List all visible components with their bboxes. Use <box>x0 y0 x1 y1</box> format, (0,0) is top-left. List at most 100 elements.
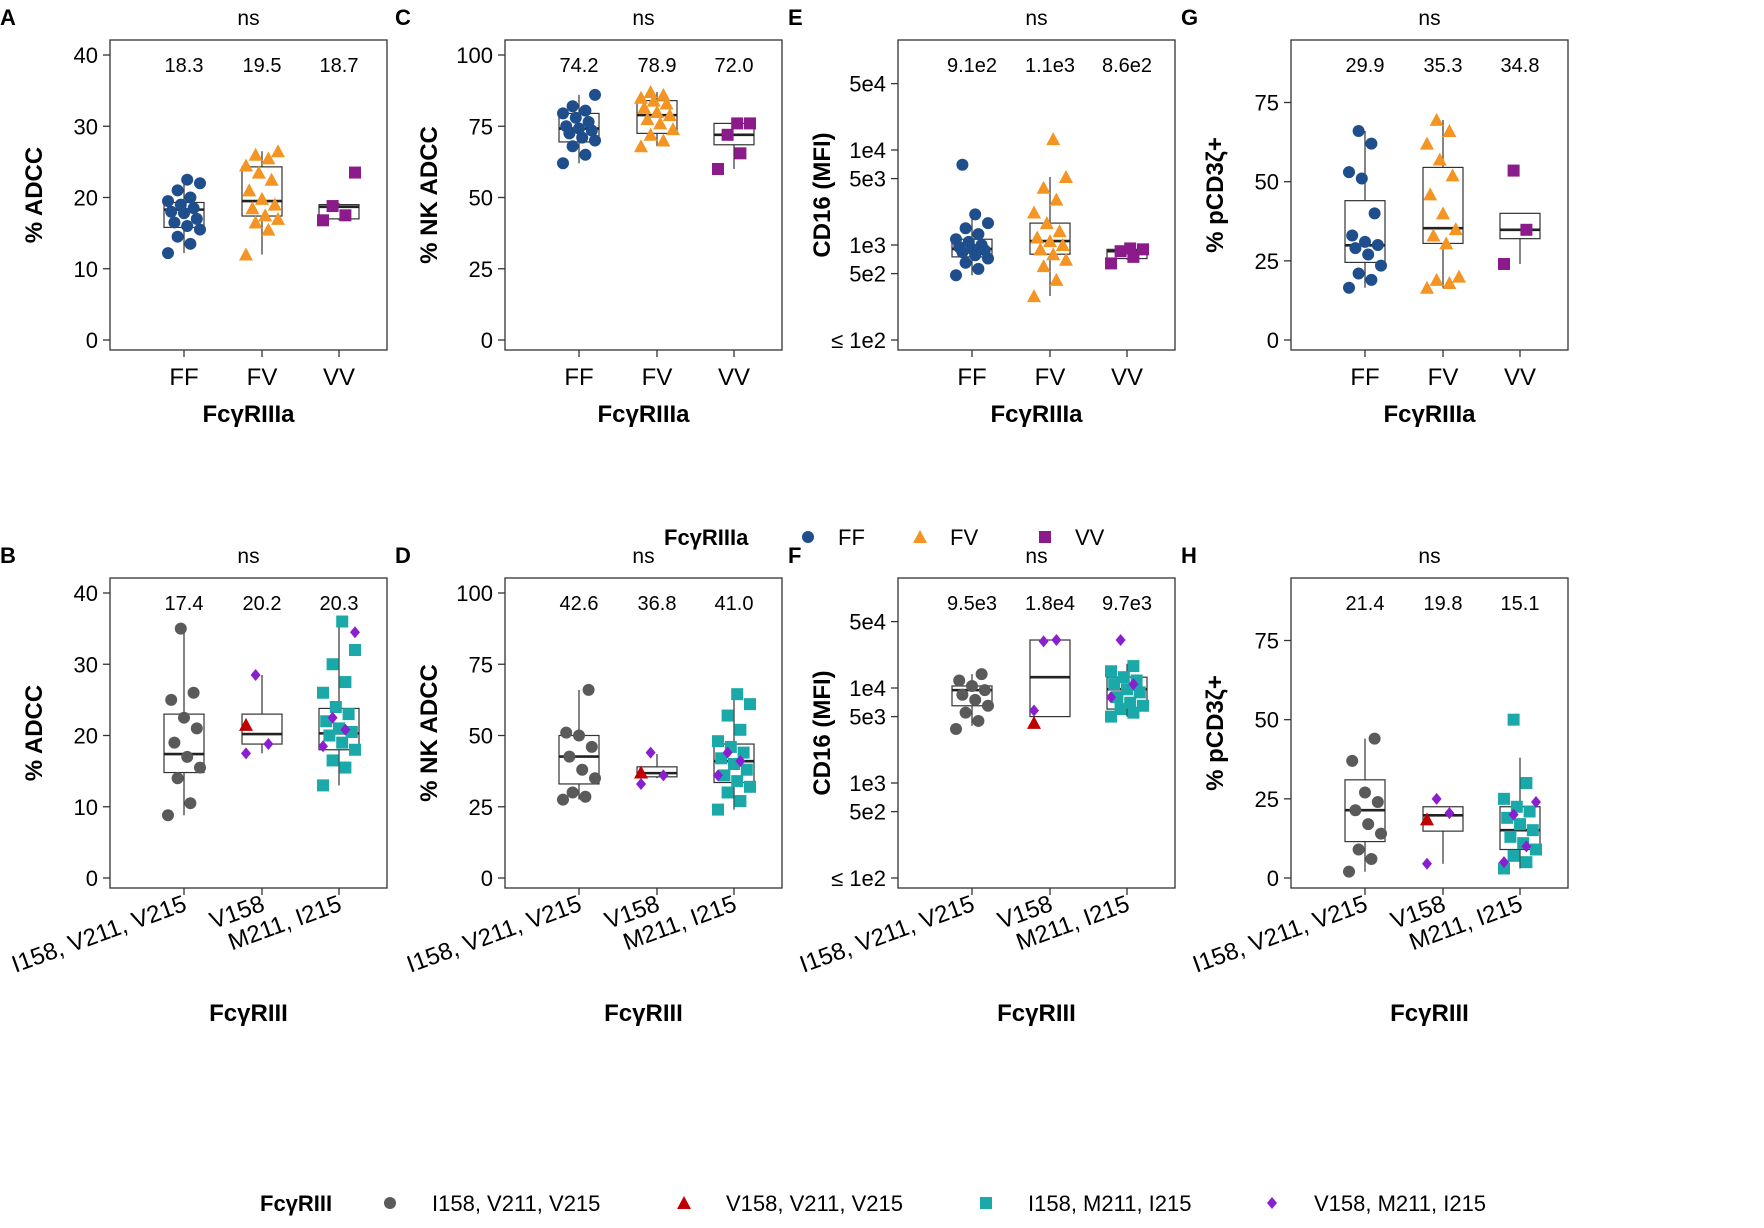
data-point <box>640 112 655 126</box>
data-point <box>1520 223 1533 236</box>
data-point <box>1343 166 1355 179</box>
data-point <box>181 750 194 763</box>
data-point <box>264 172 279 186</box>
data-point <box>734 147 747 160</box>
median-value-label: 78.9 <box>638 55 677 77</box>
data-point <box>1114 245 1127 258</box>
data-point <box>1368 207 1381 220</box>
data-point <box>178 711 190 724</box>
data-point <box>582 115 595 128</box>
x-axis-label: FcγRIII <box>209 1000 288 1027</box>
data-point <box>194 177 206 190</box>
x-axis-label: FcγRIII <box>997 1000 1076 1027</box>
data-point <box>1371 796 1384 808</box>
data-point <box>339 209 352 222</box>
data-point <box>181 173 194 186</box>
data-point <box>734 795 747 808</box>
data-point <box>1431 792 1442 805</box>
data-point <box>317 779 329 792</box>
x-tick-label: VV <box>323 364 355 391</box>
data-point <box>1420 136 1434 150</box>
data-point <box>721 786 734 799</box>
data-point <box>959 256 972 269</box>
data-point <box>339 676 352 689</box>
data-point <box>969 208 982 221</box>
y-tick-label: 0 <box>86 328 98 353</box>
x-tick-label: FV <box>1035 364 1066 391</box>
data-point <box>1051 634 1062 647</box>
data-point <box>1117 671 1130 684</box>
data-point <box>1426 228 1441 242</box>
data-point <box>174 622 187 635</box>
data-point <box>184 191 197 204</box>
data-point <box>1105 665 1117 678</box>
box-1 <box>1029 639 1071 718</box>
x-axis-label: FcγRIII <box>604 1000 683 1027</box>
x-tick-label: FV <box>1428 364 1459 391</box>
data-point <box>1442 276 1457 289</box>
data-point <box>162 195 174 208</box>
data-point <box>258 208 273 222</box>
y-tick-label: 50 <box>469 186 493 211</box>
y-tick-label: 0 <box>481 328 493 353</box>
data-point <box>342 708 355 721</box>
y-tick-label: 5e2 <box>849 262 886 287</box>
y-tick-label: 5e3 <box>849 705 886 730</box>
median-value-label: 8.6e2 <box>1102 55 1152 77</box>
data-point <box>248 147 263 161</box>
data-point <box>666 122 680 136</box>
data-point <box>1352 125 1365 137</box>
data-point <box>1052 224 1067 238</box>
x-tick-label: I158, V211, V215 <box>1189 890 1371 978</box>
median-value-label: 18.3 <box>165 55 204 77</box>
data-point <box>1520 777 1533 789</box>
data-point <box>181 220 194 232</box>
box-iqr <box>1499 212 1541 240</box>
data-point <box>1368 732 1381 745</box>
data-point <box>1442 124 1457 137</box>
data-point <box>263 738 274 751</box>
panel-letter-d: D <box>395 543 411 568</box>
plot-frame <box>897 39 1176 351</box>
data-point <box>1444 807 1455 820</box>
data-point <box>956 158 969 171</box>
panel-letter-h: H <box>1181 543 1197 568</box>
legend-label: I158, V211, V215 <box>432 1191 600 1216</box>
box-1 <box>241 674 283 754</box>
y-tick-label: 5e3 <box>849 167 886 192</box>
data-point <box>1108 678 1121 691</box>
data-point <box>576 763 589 776</box>
data-point <box>1498 862 1510 875</box>
x-tick-label: I158, V211, V215 <box>8 890 190 978</box>
y-tick-label: 75 <box>469 114 493 139</box>
data-point <box>589 134 601 147</box>
data-point <box>978 684 991 697</box>
plot-frame <box>504 577 783 889</box>
data-point <box>1514 818 1526 831</box>
data-point <box>1452 269 1466 283</box>
y-axis-label: % NK ADCC <box>416 664 443 802</box>
y-tick-label: 25 <box>469 795 493 820</box>
data-point <box>659 96 674 110</box>
data-point <box>1498 792 1510 805</box>
plot-frame <box>1290 39 1569 351</box>
panel-letter-e: E <box>788 5 803 30</box>
data-point <box>643 85 658 99</box>
y-tick-label: 5e4 <box>849 72 886 97</box>
median-value-label: 21.4 <box>1346 593 1385 615</box>
data-point <box>712 803 724 816</box>
data-point <box>1448 222 1463 236</box>
data-point <box>585 740 598 753</box>
data-point <box>1365 273 1378 286</box>
data-point <box>1520 856 1533 869</box>
data-point <box>171 772 184 785</box>
median-value-label: 18.7 <box>320 55 359 77</box>
data-point <box>1429 112 1444 126</box>
data-point <box>1043 234 1057 248</box>
data-point <box>1346 754 1359 767</box>
significance-label: ns <box>1025 7 1047 30</box>
data-point <box>972 714 985 727</box>
data-point <box>950 723 962 736</box>
data-point <box>187 202 200 215</box>
data-point <box>589 772 601 785</box>
